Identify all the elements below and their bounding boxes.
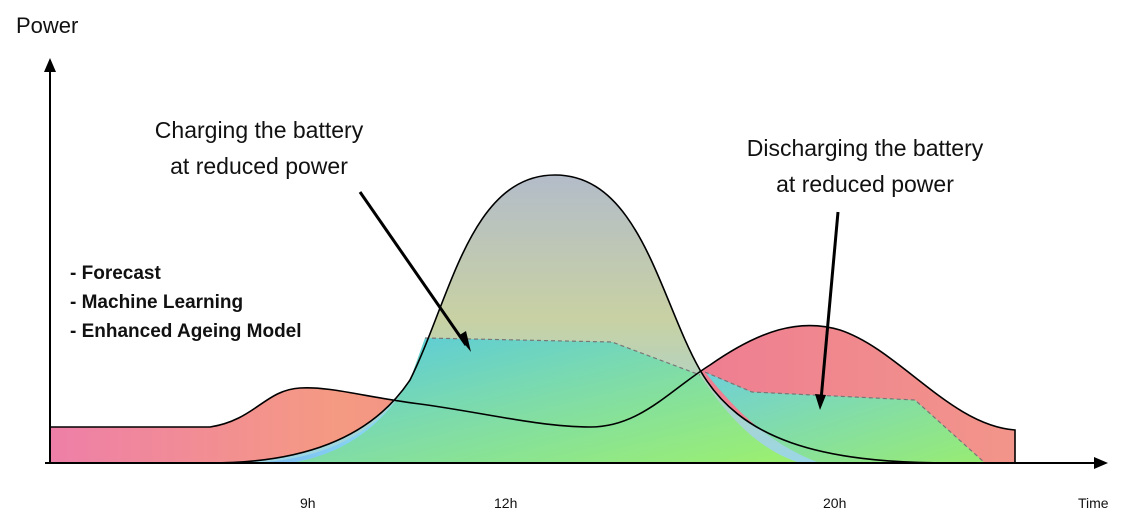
feature-item: - Enhanced Ageing Model bbox=[70, 321, 302, 342]
charging-label-line1: Charging the battery bbox=[155, 117, 364, 143]
x-tick-20h: 20h bbox=[823, 495, 846, 511]
discharging-label-line2: at reduced power bbox=[776, 171, 954, 197]
battery-discharge-area bbox=[705, 372, 985, 463]
charging-label-line2: at reduced power bbox=[170, 153, 348, 179]
x-axis-arrow bbox=[1094, 457, 1108, 469]
discharging-arrow bbox=[819, 211, 840, 401]
discharging-arrow-head bbox=[815, 394, 826, 410]
x-tick-12h: 12h bbox=[494, 495, 517, 511]
charging-arrow-head bbox=[458, 331, 471, 352]
production-area bbox=[210, 175, 950, 463]
x-axis-label: Time bbox=[1078, 495, 1109, 511]
charging-arrow bbox=[358, 191, 468, 346]
discharge-limit-line bbox=[704, 371, 986, 464]
feature-item: - Machine Learning bbox=[70, 292, 243, 313]
y-axis-arrow bbox=[44, 58, 56, 72]
feature-item: - Forecast bbox=[70, 263, 161, 284]
y-axis-label: Power bbox=[16, 13, 78, 38]
consumption-curve bbox=[50, 324, 1016, 463]
x-tick-9h: 9h bbox=[300, 495, 316, 511]
production-curve bbox=[209, 174, 951, 464]
battery-charge-area bbox=[290, 338, 800, 463]
discharging-label-line1: Discharging the battery bbox=[747, 135, 984, 161]
